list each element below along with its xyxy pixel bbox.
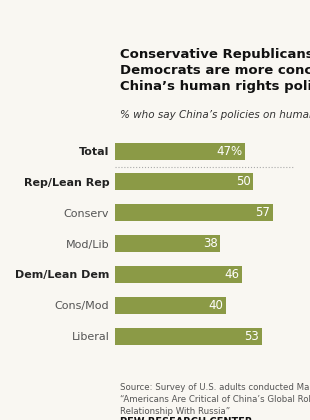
Text: Conservative Republicans and liberal
Democrats are more concerned about
China’s : Conservative Republicans and liberal Dem… — [120, 48, 310, 93]
Text: PEW RESEARCH CENTER: PEW RESEARCH CENTER — [120, 417, 253, 420]
Text: 47%: 47% — [216, 144, 242, 158]
Text: 53: 53 — [244, 330, 259, 343]
Bar — [115, 297, 226, 314]
Bar — [115, 143, 245, 160]
Bar — [115, 173, 254, 190]
Bar — [115, 235, 220, 252]
Bar — [115, 328, 262, 344]
Text: Source: Survey of U.S. adults conducted March 20-26, 2023. Q43a.
“Americans Are : Source: Survey of U.S. adults conducted … — [120, 383, 310, 416]
Text: 40: 40 — [208, 299, 223, 312]
Text: 38: 38 — [203, 237, 217, 250]
Text: 46: 46 — [224, 268, 240, 281]
Text: % who say China’s policies on human rights are a: % who say China’s policies on human righ… — [120, 110, 310, 121]
Text: 50: 50 — [236, 176, 251, 189]
Text: 57: 57 — [255, 206, 270, 219]
Bar — [115, 266, 242, 283]
Bar — [115, 204, 273, 221]
